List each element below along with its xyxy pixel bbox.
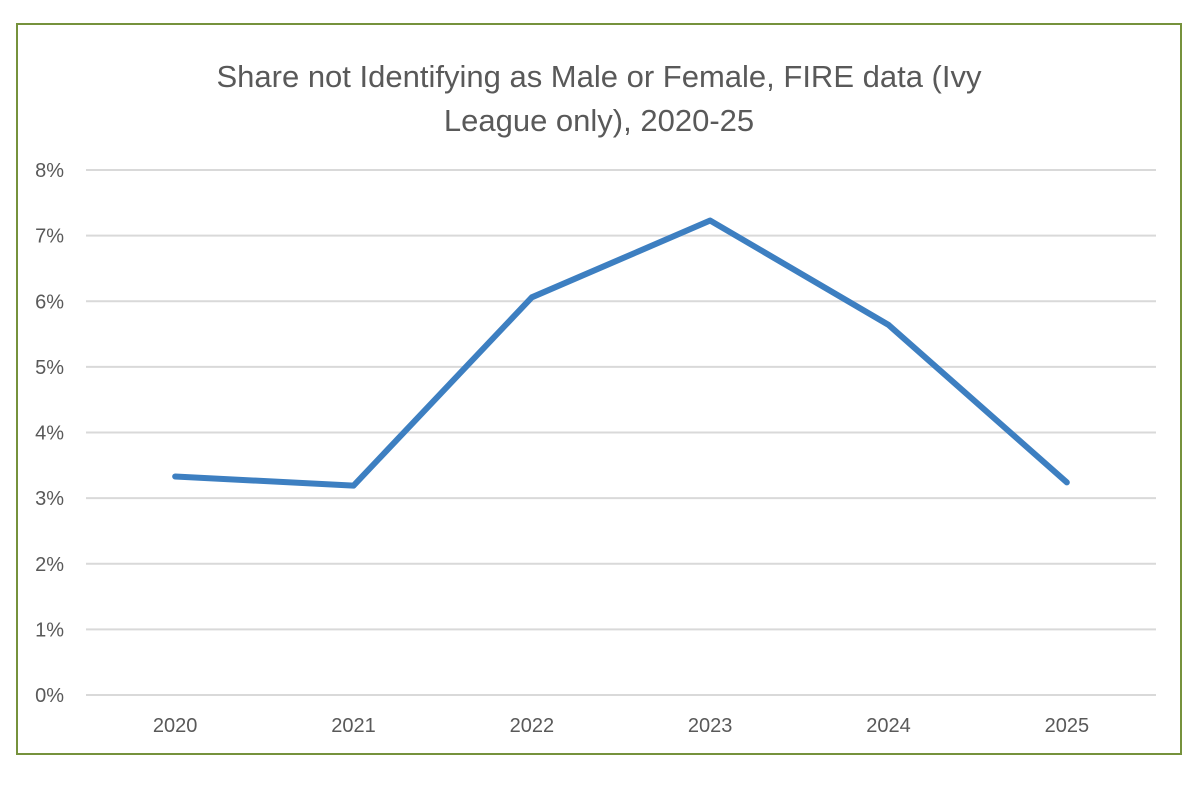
y-tick-label: 8% [35, 160, 64, 182]
y-tick-label: 1% [35, 619, 64, 641]
x-axis-tick-labels: 2020 2021 2022 2023 2024 2025 [153, 715, 1089, 737]
chart-title: Share not Identifying as Male or Female,… [18, 55, 1180, 143]
x-tick-label: 2021 [331, 715, 376, 737]
y-tick-label: 7% [35, 226, 64, 248]
y-tick-label: 2% [35, 554, 64, 576]
plot-area: 0%1%2%3%4%5%6%7%8% 2020 2021 2022 2023 2024 2… [35, 160, 1156, 737]
x-tick-label: 2023 [688, 715, 733, 737]
chart-title-line-1: Share not Identifying as Male or Female,… [216, 59, 982, 94]
series-line [172, 217, 1070, 489]
chart-title-line-2: League only), 2020-25 [443, 103, 755, 138]
y-tick-label: 4% [35, 423, 64, 445]
x-tick-label: 2024 [866, 715, 911, 737]
y-tick-label: 6% [35, 291, 64, 313]
x-tick-label: 2022 [510, 715, 555, 737]
x-tick-label: 2020 [153, 715, 198, 737]
chart-frame: Share not Identifying as Male or Female,… [16, 23, 1182, 755]
y-tick-label: 0% [35, 685, 64, 707]
y-tick-label: 3% [35, 488, 64, 510]
x-tick-label: 2025 [1045, 715, 1090, 737]
y-axis-tick-labels: 0% 1% 2% 3% 4% 5% 6% 7% 8% [35, 160, 64, 707]
y-tick-label: 5% [35, 357, 64, 379]
gridlines [86, 169, 1156, 696]
series-layer [172, 217, 1070, 489]
